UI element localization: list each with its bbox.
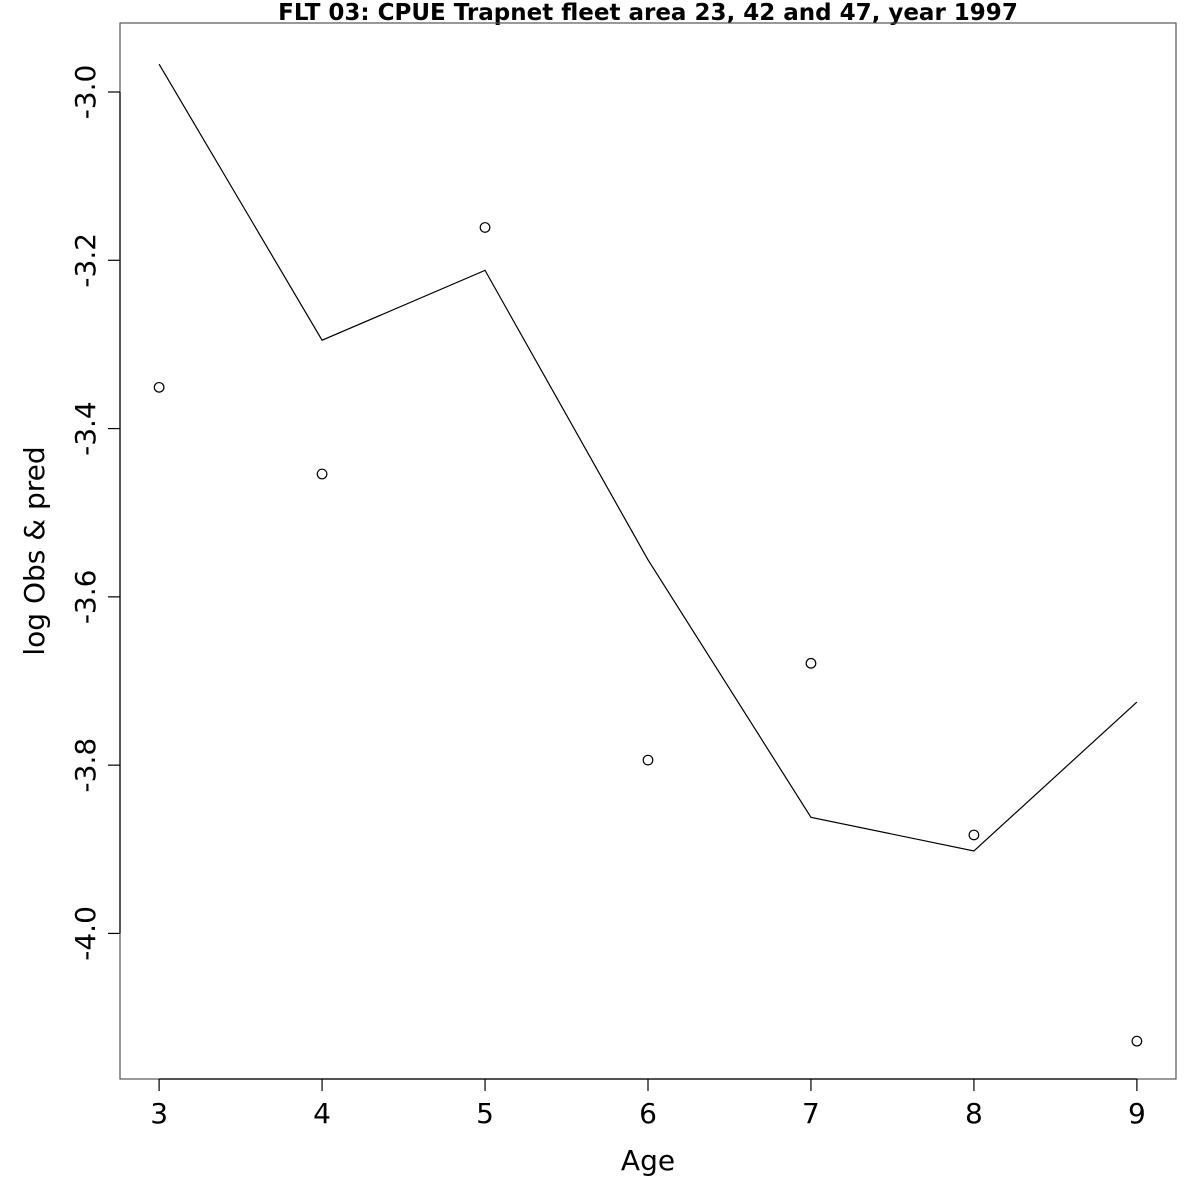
x-axis-label: Age (621, 1144, 675, 1177)
y-axis-label: log Obs & pred (18, 446, 51, 655)
x-tick-label-6: 9 (1128, 1097, 1146, 1130)
x-tick-label-1: 4 (313, 1097, 331, 1130)
y-tick-label-0: -3.0 (69, 65, 102, 120)
y-tick-label-4: -3.8 (69, 738, 102, 793)
x-tick-label-4: 7 (802, 1097, 820, 1130)
predicted-series (158, 63, 1138, 852)
observed-point-5 (968, 829, 980, 841)
x-tick-label-0: 3 (150, 1097, 168, 1130)
y-axis: -3.0 -3.2 -3.4 -3.6 -3.8 -4.0 (69, 65, 121, 961)
observed-point-2 (479, 222, 491, 233)
y-tick-label-2: -3.4 (69, 401, 102, 456)
observed-point-6 (1131, 1035, 1143, 1047)
x-tick-label-5: 8 (965, 1097, 983, 1130)
observed-point-0 (153, 381, 165, 393)
chart-title: FLT 03: CPUE Trapnet fleet area 23, 42 a… (278, 0, 1018, 26)
y-tick-label-3: -3.6 (69, 570, 102, 625)
observed-point-3 (642, 754, 654, 766)
y-tick-label-5: -4.0 (69, 906, 102, 961)
x-tick-label-2: 5 (476, 1097, 494, 1130)
observed-point-1 (316, 468, 328, 480)
y-tick-label-1: -3.2 (69, 233, 102, 288)
x-tick-label-3: 6 (639, 1097, 657, 1130)
observed-series (153, 222, 1143, 1047)
x-axis: 3 4 5 6 7 8 9 (150, 1078, 1146, 1130)
predicted-line (158, 63, 1138, 852)
observed-point-4 (805, 657, 817, 669)
